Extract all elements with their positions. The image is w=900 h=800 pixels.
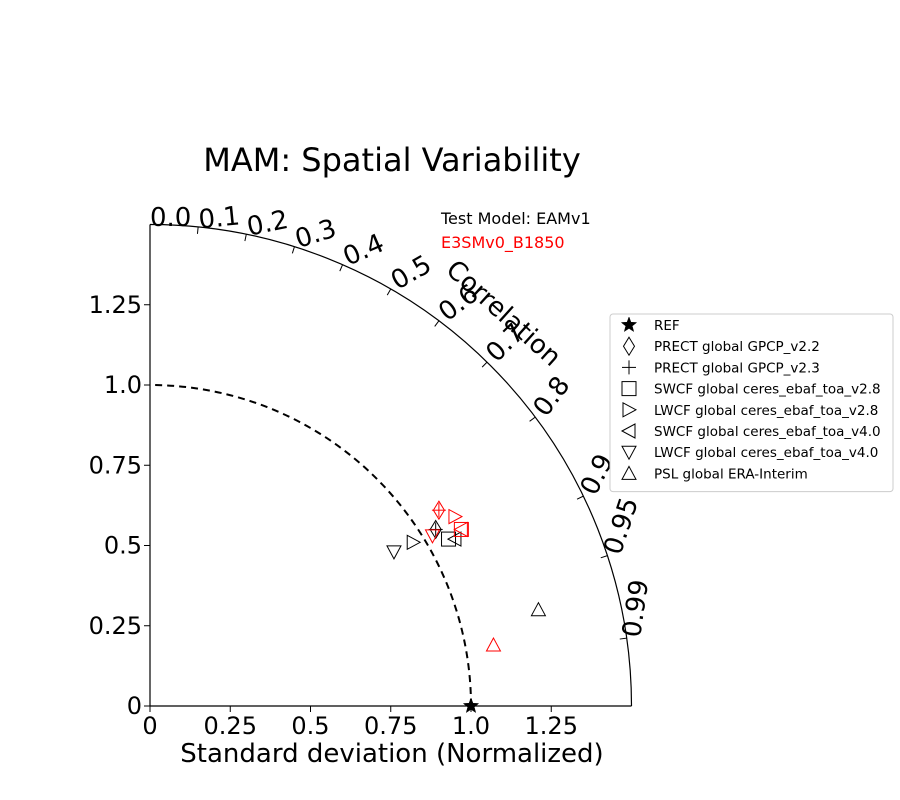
correlation-tick-mark <box>244 234 247 242</box>
data-point-plus <box>431 503 446 518</box>
correlation-tick-label: 0.2 <box>244 205 291 243</box>
y-tick-label: 0.25 <box>89 612 142 640</box>
legend-frame <box>609 313 894 493</box>
data-point-triangle-right <box>448 508 464 525</box>
legend-marker-triangle-up <box>621 465 637 480</box>
x-tick-label: 0.75 <box>364 712 417 740</box>
correlation-tick-label: 0.8 <box>528 371 577 422</box>
reference-std-arc <box>149 384 472 707</box>
plot-area: 0 0.25 0.5 0.75 1.0 1.25 0 0.25 0.5 0.75 1.0 1.25 0.… <box>89 201 656 740</box>
legend-label: LWCF global ceres_ebaf_toa_v2.8 <box>654 403 878 419</box>
correlation-tick-label: 0.99 <box>617 578 655 640</box>
correlation-tick-label: 0.3 <box>292 214 340 255</box>
correlation-tick-mark <box>386 288 392 296</box>
x-tick-label: 0.25 <box>204 712 257 740</box>
chart-title: MAM: Spatial Variability <box>203 141 581 179</box>
correlation-tick-mark <box>529 416 536 422</box>
legend-label: PSL global ERA-Interim <box>654 466 808 482</box>
data-point-triangle-left <box>453 521 468 538</box>
y-tick-label: 1.25 <box>89 291 142 319</box>
data-point-triangle-down <box>386 545 402 560</box>
correlation-tick-mark <box>600 555 608 559</box>
y-tick-label: 1.0 <box>104 371 142 399</box>
correlation-tick-mark <box>619 637 627 640</box>
legend-marker-star <box>620 316 638 333</box>
x-tick-label: 1.25 <box>525 712 578 740</box>
y-tick-label: 0 <box>127 692 142 720</box>
legend-marker-square <box>621 381 637 397</box>
correlation-tick-label: 0.1 <box>197 201 241 235</box>
y-tick-label: 0.5 <box>104 532 142 560</box>
legend-marker-diamond <box>622 336 636 357</box>
data-point-triangle-up <box>485 636 502 652</box>
data-point-triangle-up <box>530 601 547 617</box>
legend-marker-triangle-left <box>620 423 636 439</box>
correlation-tick-mark <box>291 246 295 254</box>
data-point-triangle-right <box>406 534 422 551</box>
correlation-tick-mark <box>339 264 344 272</box>
data-point-square <box>441 531 457 547</box>
data-point-triangle-down <box>424 529 441 544</box>
reference-model-label: E3SMv0_B1850 <box>441 233 565 253</box>
correlation-tick-label: 0.5 <box>386 250 437 297</box>
legend-marker-plus <box>622 360 636 375</box>
correlation-tick-label: 0.0 <box>150 203 191 233</box>
y-tick-label: 0.75 <box>89 451 142 479</box>
correlation-tick-mark <box>434 320 440 327</box>
data-point-diamond <box>432 500 445 521</box>
outer-arc <box>149 223 633 707</box>
legend-label: LWCF global ceres_ebaf_toa_v4.0 <box>654 445 878 461</box>
correlation-tick-mark <box>196 226 199 234</box>
legend: REF PRECT global GPCP_v2.2 PRECT global GP… <box>609 313 894 493</box>
x-tick-label: 0.5 <box>291 712 329 740</box>
data-point-diamond <box>429 519 442 540</box>
correlation-tick-mark <box>576 495 584 500</box>
x-axis-label: Standard deviation (Normalized) <box>180 739 603 769</box>
correlation-tick-label: 0.95 <box>598 494 645 558</box>
legend-label: SWCF global ceres_ebaf_toa_v2.8 <box>654 382 881 398</box>
legend-label: SWCF global ceres_ebaf_toa_v4.0 <box>654 424 881 440</box>
legend-label: REF <box>654 318 680 334</box>
x-tick-label: 0 <box>142 712 157 740</box>
reference-point-star <box>462 697 480 714</box>
legend-label: PRECT global GPCP_v2.3 <box>654 360 820 376</box>
legend-label: PRECT global GPCP_v2.2 <box>654 339 820 355</box>
test-model-label: Test Model: EAMv1 <box>440 209 591 228</box>
legend-marker-triangle-down <box>621 445 637 461</box>
correlation-tick-mark <box>481 361 488 368</box>
x-tick-label: 1.0 <box>452 712 490 740</box>
legend-marker-triangle-right <box>622 401 638 418</box>
